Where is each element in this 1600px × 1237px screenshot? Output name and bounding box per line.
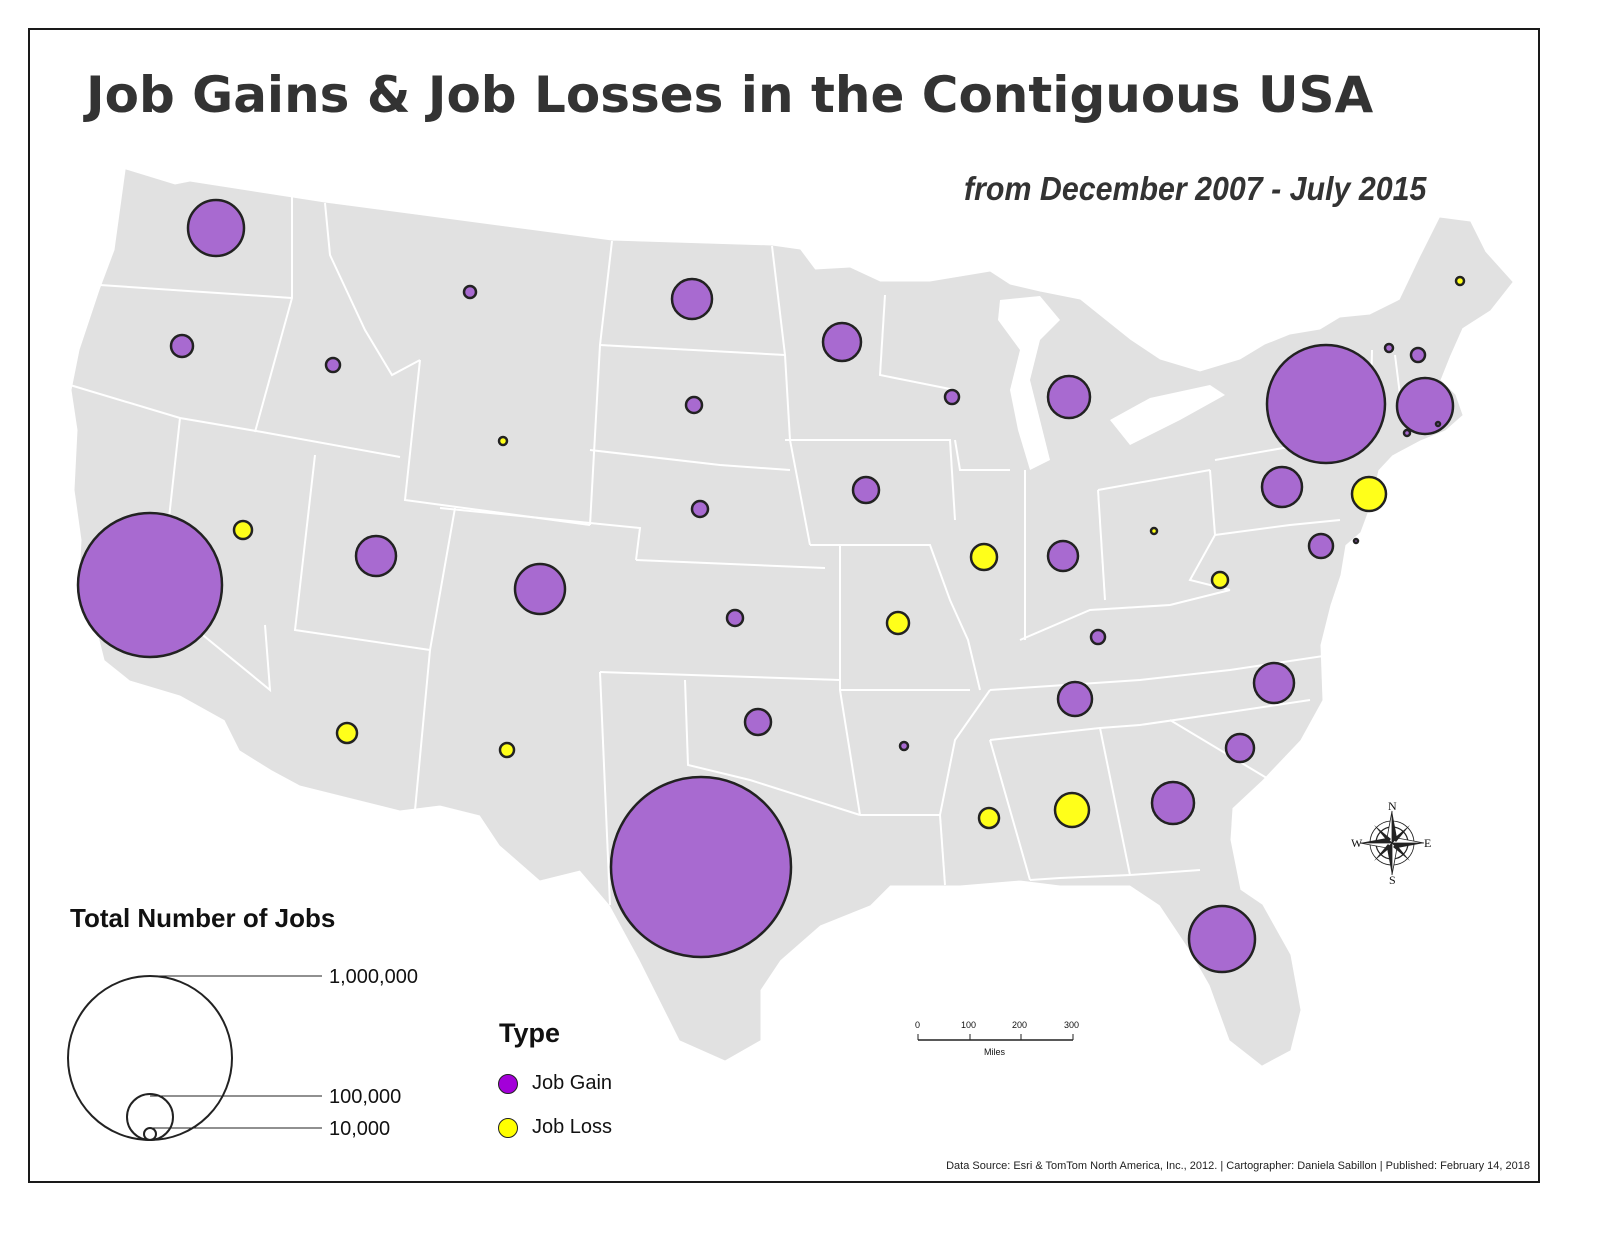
symbol-michigan: [1046, 374, 1092, 420]
size-label-large: 1,000,000: [329, 966, 418, 988]
state-borders: [69, 195, 1441, 906]
symbol-tennessee: [1056, 680, 1094, 718]
legend-circle-small: [143, 1127, 157, 1141]
symbol-massachusetts: [1395, 376, 1455, 436]
symbol-wisconsin: [943, 388, 961, 406]
symbol-virginia: [1307, 532, 1335, 560]
type-legend-gain: Job Gain: [498, 1072, 612, 1095]
symbol-indiana: [1046, 539, 1080, 573]
great-lakes: [998, 296, 1060, 470]
legend-circle-medium: [126, 1093, 174, 1141]
compass-south-label: S: [1389, 873, 1396, 887]
symbol-arizona: [335, 721, 359, 745]
symbol-new-mexico: [498, 741, 516, 759]
symbol-florida: [1187, 904, 1257, 974]
symbol-north-carolina: [1252, 661, 1296, 705]
symbol-missouri: [885, 610, 911, 636]
symbol-delaware: [1352, 537, 1360, 545]
symbol-iowa: [851, 475, 881, 505]
symbol-oklahoma: [743, 707, 773, 737]
symbol-ohio: [1149, 526, 1159, 536]
symbol-wyoming: [497, 435, 509, 447]
size-label-medium: 100,000: [329, 1086, 402, 1108]
data-source-note: Data Source: Esri & TomTom North America…: [946, 1160, 1530, 1172]
compass-east-label: E: [1424, 836, 1432, 850]
map-subtitle: from December 2007 - July 2015: [964, 170, 1427, 207]
scale-unit-label: Miles: [984, 1047, 1006, 1057]
symbol-utah: [354, 534, 398, 578]
compass-west-label: W: [1351, 836, 1363, 850]
symbol-minnesota: [821, 321, 863, 363]
usa-landmass: [71, 169, 1513, 1066]
symbol-new-hampshire: [1409, 346, 1427, 364]
symbol-maine: [1454, 275, 1466, 287]
map-title: Job Gains & Job Losses in the Contiguous…: [86, 66, 1374, 124]
type-legend-title: Type: [499, 1018, 561, 1048]
type-legend-gain-label: Job Gain: [532, 1072, 613, 1094]
scale-tick-200: 200: [1012, 1020, 1028, 1030]
symbol-alabama: [1053, 791, 1091, 829]
scale-tick-100: 100: [961, 1020, 977, 1030]
symbol-oregon: [169, 333, 195, 359]
symbol-south-dakota: [684, 395, 704, 415]
job-symbols: [76, 198, 1466, 974]
size-label-small: 10,000: [329, 1118, 391, 1140]
legend-circle-large: [67, 975, 233, 1141]
symbol-illinois: [969, 542, 999, 572]
symbol-idaho: [324, 356, 342, 374]
lake-erie: [1110, 385, 1225, 445]
symbol-vermont: [1383, 342, 1395, 354]
symbol-kentucky: [1089, 628, 1107, 646]
symbol-north-dakota: [670, 277, 714, 321]
size-legend-title: Total Number of Jobs: [70, 903, 336, 933]
type-legend-loss: Job Loss: [498, 1116, 612, 1139]
symbol-texas: [609, 775, 793, 959]
symbol-colorado: [513, 562, 567, 616]
symbol-montana: [462, 284, 478, 300]
symbol-south-carolina: [1224, 732, 1256, 764]
symbol-california: [76, 511, 224, 659]
symbol-connecticut: [1402, 428, 1412, 438]
symbol-georgia: [1150, 780, 1196, 826]
type-legend-loss-label: Job Loss: [532, 1116, 613, 1138]
symbol-rhode-island: [1434, 420, 1442, 428]
symbol-pennsylvania: [1260, 465, 1304, 509]
symbol-nebraska: [690, 499, 710, 519]
symbol-arkansas: [898, 740, 910, 752]
compass-north-label: N: [1388, 799, 1397, 813]
symbol-nevada: [232, 519, 254, 541]
compass-rose-icon: [1359, 810, 1425, 876]
scale-bar-graphic: [917, 1034, 1074, 1041]
symbol-mississippi: [977, 806, 1001, 830]
job-loss-swatch-icon: [498, 1117, 518, 1138]
symbol-washington: [186, 198, 246, 258]
job-gain-swatch-icon: [498, 1073, 518, 1094]
scale-tick-0: 0: [915, 1020, 921, 1030]
symbol-new-jersey: [1350, 475, 1388, 513]
symbol-kansas: [725, 608, 745, 628]
scale-tick-300: 300: [1064, 1020, 1080, 1030]
size-legend-graphic: [67, 975, 322, 1141]
symbol-west-virginia: [1210, 570, 1230, 590]
symbol-new-york: [1265, 343, 1387, 465]
